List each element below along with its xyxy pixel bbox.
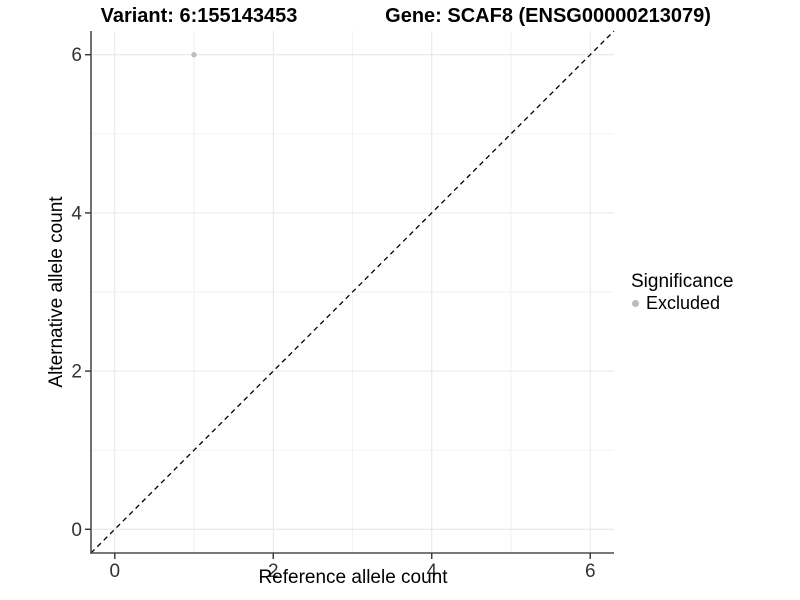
x-tick-label: 0 — [109, 561, 120, 582]
y-axis-title: Alternative allele count — [46, 196, 67, 388]
plot-title-variant: Variant: 6:155143453 — [100, 5, 298, 27]
legend-item-label: Excluded — [646, 293, 721, 313]
data-point — [191, 52, 197, 58]
x-tick-label: 4 — [426, 561, 437, 582]
legend-title: Significance — [631, 271, 734, 292]
y-tick-label: 4 — [71, 203, 82, 224]
y-tick-label: 6 — [71, 45, 82, 66]
plot-title-gene: Gene: SCAF8 (ENSG00000213079) — [385, 5, 711, 27]
legend-point-icon — [632, 299, 639, 307]
legend: Significance Excluded — [631, 270, 733, 313]
x-tick-label: 2 — [268, 561, 279, 582]
x-axis-title: Reference allele count — [258, 567, 448, 588]
x-tick-label: 6 — [585, 561, 596, 582]
identity-dashed-line — [90, 30, 615, 554]
y-tick-label: 0 — [71, 520, 82, 541]
y-tick-label: 2 — [71, 362, 82, 383]
legend-item: Excluded — [631, 293, 733, 313]
